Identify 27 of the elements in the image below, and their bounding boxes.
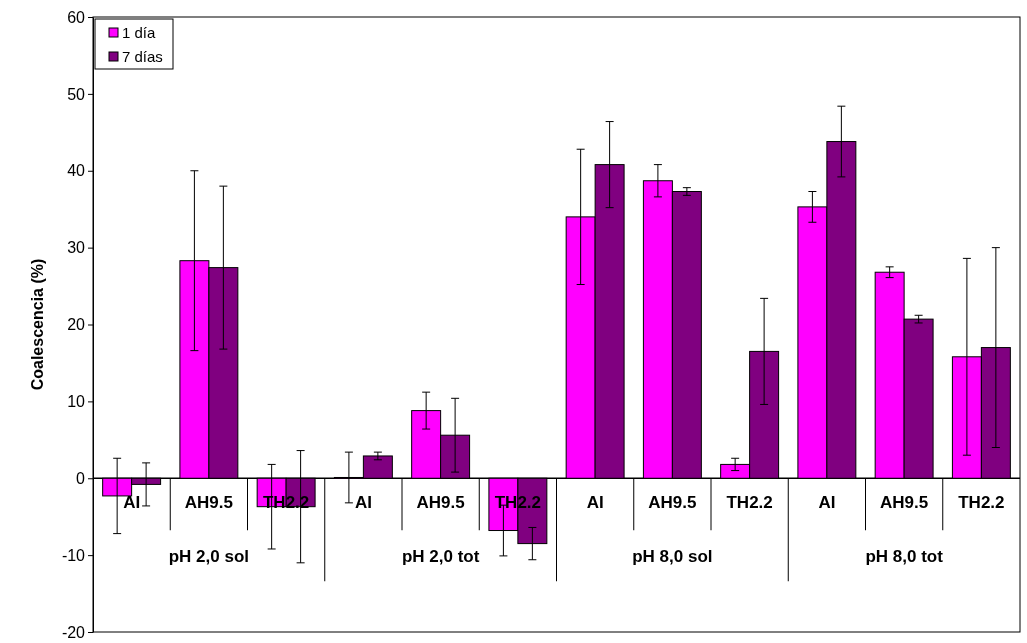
y-tick-label: 10 [67,392,86,410]
x-tick-label: AH9.5 [184,493,233,513]
y-tick-label: 30 [67,239,86,257]
x-tick-label: AH9.5 [648,493,697,513]
x-tick-label: AI [818,493,836,513]
x-tick-label: TH2.2 [262,493,310,513]
annotation: pH 8,0 tot [865,547,944,567]
legend-label: 1 día [122,24,157,41]
y-tick-label: 50 [67,85,86,103]
y-tick-label: -20 [61,623,86,641]
y-axis-title: Coalescencia (%) [29,258,46,391]
x-tick-label: AI [354,493,372,513]
y-tick-label: 40 [67,162,86,180]
x-tick-label: TH2.2 [726,493,773,513]
x-tick-label: AI [586,493,604,513]
y-tick-label: 20 [67,316,86,334]
y-tick-label: 0 [76,469,86,487]
y-tick-label: 60 [67,8,86,26]
annotation: pH 8,0 sol [632,547,713,567]
annotation: pH 2,0 sol [168,547,250,567]
x-tick-label: AH9.5 [416,493,465,513]
annotation: pH 2,0 tot [401,547,480,567]
x-tick-label: AI [123,493,141,513]
legend-label: 7 días [122,48,163,65]
x-tick-label: TH2.2 [958,493,1005,513]
x-tick-label: AH9.5 [880,493,929,513]
y-tick-label: -10 [61,546,86,564]
